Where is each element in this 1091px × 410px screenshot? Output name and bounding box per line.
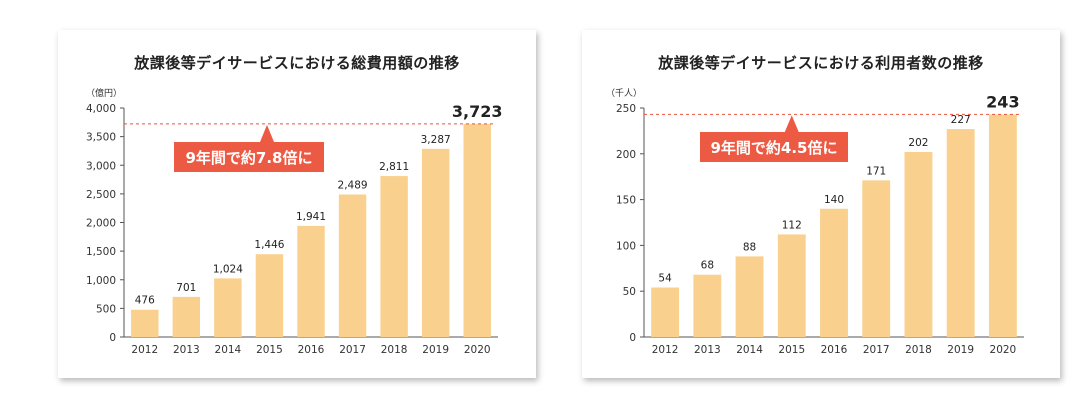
data-label: 243 <box>986 92 1019 111</box>
bar <box>946 129 975 337</box>
callout-box <box>700 132 848 162</box>
bar <box>820 208 848 337</box>
y-axis-unit-label: （千人） <box>606 88 642 99</box>
x-tick-label: 2020 <box>464 344 491 356</box>
y-tick-label: 4,000 <box>86 103 116 115</box>
x-tick-label: 2015 <box>778 344 805 356</box>
x-tick-label: 2019 <box>422 344 449 356</box>
x-tick-label: 2016 <box>821 344 848 356</box>
x-tick-label: 2015 <box>256 344 283 356</box>
y-tick-label: 500 <box>96 303 116 315</box>
callout-pointer <box>260 124 274 142</box>
data-label: 1,941 <box>296 211 326 223</box>
y-tick-label: 2,500 <box>86 189 116 201</box>
bar-chart-users: （千人） 0 50 100 150 200 250 2012 2013 2014 2015 2016 2… <box>606 88 1024 356</box>
bar <box>904 151 933 337</box>
y-tick-label: 3,500 <box>86 132 116 144</box>
bar <box>777 234 806 337</box>
x-tick-label: 2019 <box>947 344 974 356</box>
x-tick-label: 2018 <box>905 344 932 356</box>
data-label: 3,723 <box>452 102 503 121</box>
bar <box>735 256 764 337</box>
bar <box>988 114 1017 337</box>
bar <box>214 278 242 337</box>
chart-panel-users: 放課後等デイサービスにおける利用者数の推移 （千人） 0 50 100 150 200 25… <box>582 30 1060 378</box>
bar <box>172 296 201 337</box>
x-tick-label: 2013 <box>173 344 200 356</box>
y-tick-label: 1,000 <box>86 275 116 287</box>
bar <box>463 123 491 338</box>
bar <box>297 225 325 337</box>
data-label: 140 <box>824 194 844 206</box>
x-tick-label: 2018 <box>381 344 408 356</box>
bar-chart-total-cost: （億円） 0 500 1,000 1,500 2,000 2,500 3,000 3,500 4,… <box>86 87 503 356</box>
y-axis-unit-label: （億円） <box>86 87 122 99</box>
bar <box>255 254 284 337</box>
x-tick-label: 2013 <box>694 344 721 356</box>
y-tick-label: 50 <box>623 286 636 298</box>
y-tick-label: 1,500 <box>86 246 116 258</box>
data-label: 476 <box>135 295 155 307</box>
x-tick-label: 2012 <box>652 344 679 356</box>
data-label: 2,811 <box>379 161 409 173</box>
y-tick-label: 200 <box>616 149 636 161</box>
data-label: 227 <box>951 114 971 126</box>
x-tick-label: 2017 <box>863 344 890 356</box>
bar <box>131 309 159 337</box>
bar <box>421 148 450 337</box>
x-tick-label: 2014 <box>215 344 242 356</box>
data-label: 202 <box>908 137 928 149</box>
bar <box>338 194 367 337</box>
y-tick-label: 0 <box>629 332 636 344</box>
y-tick-label: 0 <box>109 332 116 344</box>
bar <box>693 274 722 337</box>
callout-text: 9年間で約7.8倍に <box>185 149 312 167</box>
bar <box>862 180 891 337</box>
x-tick-label: 2020 <box>990 344 1017 356</box>
callout-text: 9年間で約4.5倍に <box>710 139 837 157</box>
x-tick-label: 2016 <box>298 344 325 356</box>
data-label: 2,489 <box>338 180 368 192</box>
y-tick-label: 150 <box>616 195 636 207</box>
x-tick-label: 2017 <box>339 344 366 356</box>
y-tick-label: 250 <box>616 103 636 115</box>
chart-title: 放課後等デイサービスにおける利用者数の推移 <box>658 54 984 72</box>
x-tick-label: 2012 <box>131 344 158 356</box>
data-label: 1,446 <box>254 239 284 251</box>
y-tick-label: 100 <box>616 240 636 252</box>
data-label: 171 <box>866 165 886 177</box>
x-tick-label: 2014 <box>736 344 763 356</box>
chart-panel-total-cost: 放課後等デイサービスにおける総費用額の推移 （億円） 0 500 1,000 1,500… <box>58 30 536 378</box>
data-label: 68 <box>701 260 714 272</box>
data-label: 701 <box>176 282 196 294</box>
callout-box <box>174 142 324 172</box>
callout-pointer <box>784 115 799 132</box>
y-tick-label: 3,000 <box>86 160 116 172</box>
data-label: 1,024 <box>213 263 243 275</box>
data-label: 88 <box>743 241 756 253</box>
data-label: 112 <box>782 219 802 231</box>
data-label: 3,287 <box>421 134 451 146</box>
chart-title: 放課後等デイサービスにおける総費用額の推移 <box>134 54 460 72</box>
bar <box>651 287 680 337</box>
y-tick-label: 2,000 <box>86 218 116 230</box>
data-label: 54 <box>658 273 672 285</box>
bar <box>380 176 408 337</box>
